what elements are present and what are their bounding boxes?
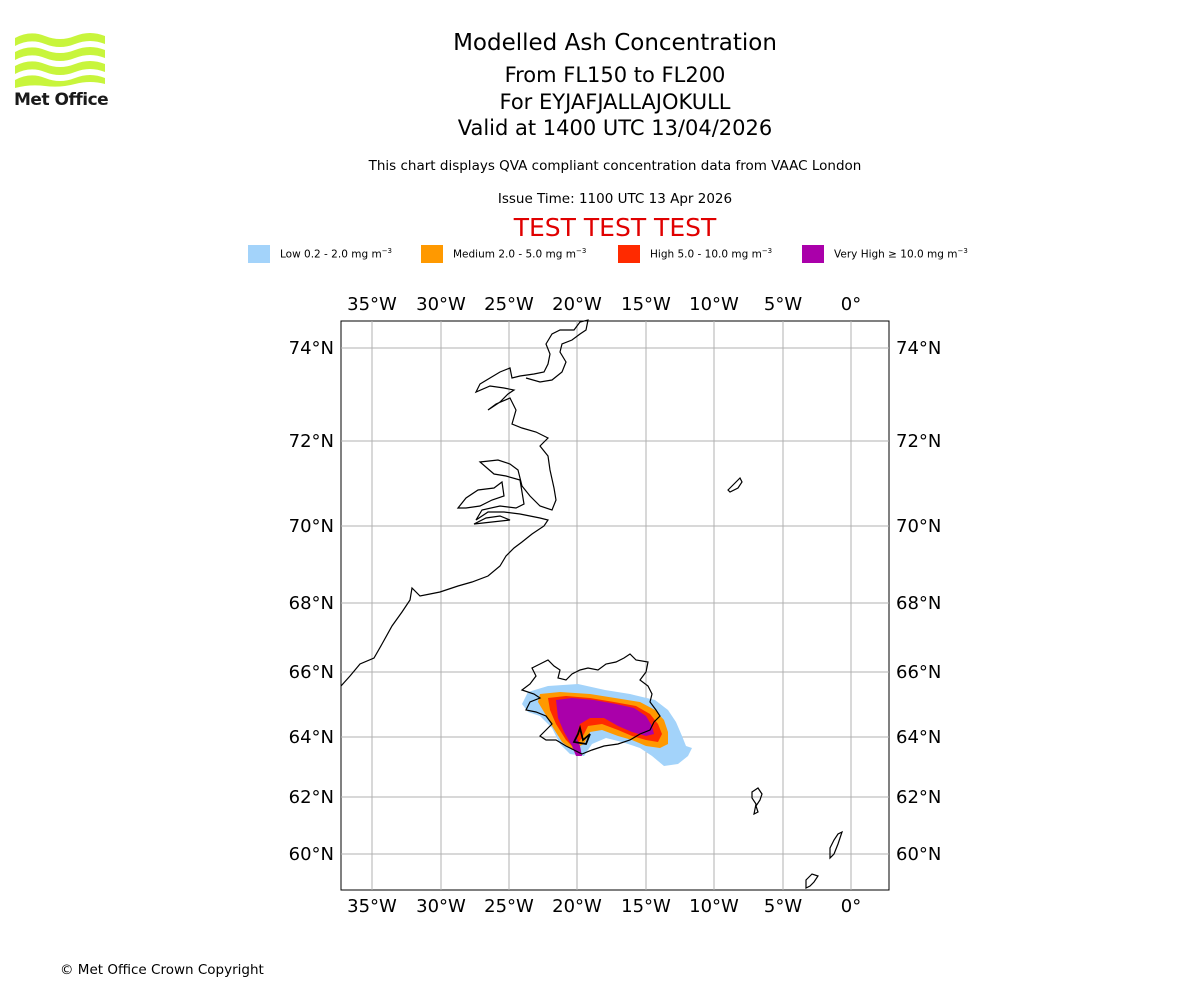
lon-label-5w: 5°W — [764, 294, 802, 315]
map-frame — [340, 320, 890, 891]
right-latitude-labels: 74°N 72°N 70°N 68°N 66°N 64°N 62°N 60°N — [896, 338, 941, 865]
legend-label-very-high: Very High ≥ 10.0 mg m−3 — [834, 247, 968, 261]
legend-swatch-medium — [421, 245, 443, 263]
volcano-name: For EYJAFJALLAJOKULL — [499, 90, 731, 114]
legend-item-low: Low 0.2 - 2.0 mg m−3 — [248, 244, 392, 264]
lon-label-35w-bottom: 35°W — [347, 896, 397, 917]
lat-label-68n: 68°N — [289, 593, 334, 614]
lon-label-0: 0° — [841, 294, 861, 315]
top-longitude-labels: 35°W 30°W 25°W 20°W 15°W 10°W 5°W 0° — [347, 294, 861, 315]
lat-label-72n: 72°N — [289, 431, 334, 452]
volcano-marker-icon — [572, 724, 591, 746]
lon-label-15w-bottom: 15°W — [621, 896, 671, 917]
flight-level-range: From FL150 to FL200 — [504, 63, 726, 87]
lon-label-10w-bottom: 10°W — [689, 896, 739, 917]
legend-item-high: High 5.0 - 10.0 mg m−3 — [618, 244, 772, 264]
copyright-notice: © Met Office Crown Copyright — [60, 962, 264, 978]
chart-title: Modelled Ash Concentration — [453, 30, 777, 56]
lon-label-20w: 20°W — [552, 294, 602, 315]
lon-label-25w-bottom: 25°W — [484, 896, 534, 917]
lat-label-64n: 64°N — [289, 727, 334, 748]
lat-label-74n: 74°N — [289, 338, 334, 359]
legend-label-medium: Medium 2.0 - 5.0 mg m−3 — [453, 247, 587, 261]
legend-item-very-high: Very High ≥ 10.0 mg m−3 — [802, 244, 968, 264]
lon-label-5w-bottom: 5°W — [764, 896, 802, 917]
lat-label-62n: 62°N — [289, 787, 334, 808]
bottom-longitude-labels: 35°W 30°W 25°W 20°W 15°W 10°W 5°W 0° — [347, 896, 861, 917]
legend-label-high: High 5.0 - 10.0 mg m−3 — [650, 247, 773, 261]
legend-swatch-high — [618, 245, 640, 263]
lat-label-72n-right: 72°N — [896, 431, 941, 452]
lon-label-0-bottom: 0° — [841, 896, 861, 917]
valid-time: Valid at 1400 UTC 13/04/2026 — [457, 116, 773, 140]
met-office-logo-icon — [15, 33, 105, 88]
ash-very-high-region — [556, 698, 654, 756]
lat-label-74n-right: 74°N — [896, 338, 941, 359]
lat-label-70n: 70°N — [289, 516, 334, 537]
left-latitude-labels: 74°N 72°N 70°N 68°N 66°N 64°N 62°N 60°N — [289, 338, 334, 865]
chart-description: This chart displays QVA compliant concen… — [368, 158, 862, 174]
lat-label-70n-right: 70°N — [896, 516, 941, 537]
legend-swatch-low — [248, 245, 270, 263]
lon-label-25w: 25°W — [484, 294, 534, 315]
lat-label-66n-right: 66°N — [896, 662, 941, 683]
lon-label-30w-bottom: 30°W — [416, 896, 466, 917]
legend-label-low: Low 0.2 - 2.0 mg m−3 — [280, 247, 393, 261]
lat-label-68n-right: 68°N — [896, 593, 941, 614]
lat-label-64n-right: 64°N — [896, 727, 941, 748]
lat-label-62n-right: 62°N — [896, 787, 941, 808]
lon-label-30w: 30°W — [416, 294, 466, 315]
lon-label-15w: 15°W — [621, 294, 671, 315]
lat-label-60n-right: 60°N — [896, 844, 941, 865]
map-gridlines — [341, 321, 889, 890]
lon-label-20w-bottom: 20°W — [552, 896, 602, 917]
logo-text: Met Office — [14, 90, 109, 110]
coastlines — [340, 319, 844, 889]
lat-label-66n: 66°N — [289, 662, 334, 683]
test-banner: TEST TEST TEST — [513, 213, 717, 242]
issue-time: Issue Time: 1100 UTC 13 Apr 2026 — [497, 191, 733, 207]
lon-label-35w: 35°W — [347, 294, 397, 315]
legend-item-medium: Medium 2.0 - 5.0 mg m−3 — [421, 244, 586, 264]
lon-label-10w: 10°W — [689, 294, 739, 315]
legend-swatch-very-high — [802, 245, 824, 263]
lat-label-60n: 60°N — [289, 844, 334, 865]
